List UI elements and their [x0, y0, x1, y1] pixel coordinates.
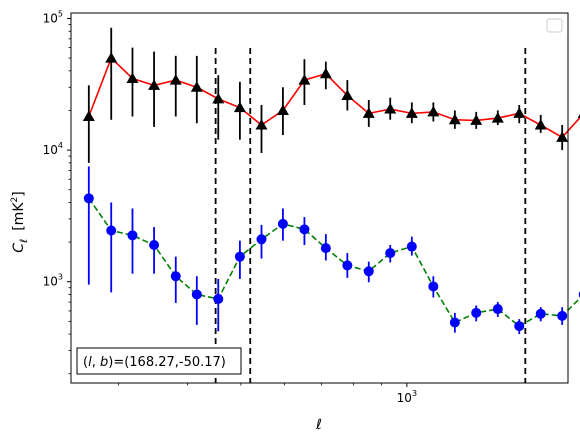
- point-0-2: [126, 72, 139, 83]
- point-1-13: [363, 266, 374, 277]
- point-1-18: [471, 307, 482, 318]
- legend-box: [546, 18, 563, 33]
- point-0-21: [534, 119, 547, 130]
- point-1-6: [213, 293, 224, 304]
- y-tick-label-0: 103: [43, 273, 63, 289]
- point-0-19: [491, 112, 504, 123]
- point-1-15: [406, 241, 417, 252]
- point-0-8: [255, 119, 268, 130]
- axes-frame: [70, 12, 569, 384]
- y-axis-label-unit-pre: [mK: [11, 202, 27, 231]
- annotation-values: =(168.27,-50.17): [113, 355, 226, 370]
- point-1-4: [170, 271, 181, 282]
- point-1-2: [127, 230, 138, 241]
- series-1: [83, 166, 580, 335]
- y-tick-label-1: 104: [43, 141, 63, 157]
- annotation-box: [76, 347, 242, 375]
- point-1-16: [428, 281, 439, 292]
- point-0-16: [427, 105, 440, 117]
- point-1-10: [299, 224, 310, 235]
- annotation-text: (l, b)=(168.27,-50.17): [83, 355, 226, 370]
- x-axis-label: ℓ: [315, 417, 322, 433]
- coordinate-annotation: (l, b)=(168.27,-50.17): [76, 347, 242, 375]
- point-1-11: [320, 243, 331, 254]
- point-1-7: [234, 251, 245, 262]
- series-0: [82, 27, 580, 163]
- point-0-20: [513, 107, 526, 118]
- point-0-9: [276, 104, 289, 115]
- point-1-20: [514, 321, 525, 332]
- reference-lines: [214, 48, 527, 383]
- point-1-12: [342, 260, 353, 271]
- y-axis-label: Cℓ [mK2]: [10, 191, 30, 252]
- y-axis-label-main: C: [11, 243, 27, 253]
- point-0-13: [362, 107, 375, 118]
- y-tick-label-2: 105: [43, 9, 63, 25]
- point-1-8: [256, 234, 267, 245]
- point-1-17: [449, 317, 460, 328]
- point-0-5: [190, 81, 203, 92]
- point-1-3: [149, 240, 160, 251]
- point-0-4: [169, 74, 182, 85]
- point-0-3: [148, 79, 161, 90]
- annotation-b: b: [100, 355, 108, 370]
- x-tick-label-0: 103: [397, 389, 417, 405]
- point-0-14: [384, 103, 397, 114]
- point-0-0: [82, 110, 95, 121]
- y-axis-label-sub: ℓ: [19, 239, 30, 243]
- series-layer: [82, 27, 580, 335]
- point-0-11: [319, 67, 332, 79]
- point-1-14: [385, 248, 396, 259]
- point-0-6: [212, 92, 225, 104]
- point-0-15: [405, 107, 418, 118]
- point-0-7: [233, 101, 246, 113]
- point-1-22: [557, 310, 568, 321]
- major-ticks: 103 104 105 103: [43, 9, 417, 405]
- point-1-0: [83, 193, 94, 204]
- point-1-5: [191, 289, 202, 300]
- point-1-9: [277, 218, 288, 229]
- point-1-19: [492, 304, 503, 315]
- point-0-10: [298, 74, 311, 85]
- point-0-12: [341, 89, 354, 100]
- point-1-21: [535, 308, 546, 319]
- point-0-23: [577, 113, 580, 118]
- y-axis-label-unit-post: ]: [11, 191, 27, 196]
- point-0-18: [470, 114, 483, 125]
- point-0-1: [105, 52, 118, 63]
- point-0-17: [448, 113, 461, 125]
- annotation-l: l: [88, 355, 92, 370]
- point-1-1: [106, 225, 117, 236]
- point-0-22: [556, 131, 569, 142]
- y-axis-label-unit-sup: 2: [10, 197, 20, 203]
